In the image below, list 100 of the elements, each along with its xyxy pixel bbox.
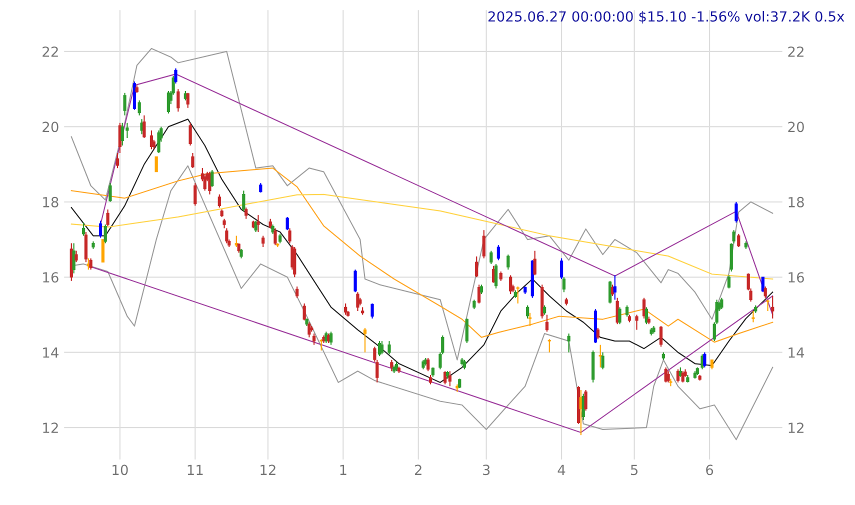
candlestick [562, 276, 566, 293]
candlestick [244, 207, 248, 220]
candlestick [278, 233, 282, 244]
y2-tick-label: 20 [788, 122, 804, 132]
y2-tick-label: 16 [788, 272, 804, 283]
candlestick [388, 340, 391, 355]
x-tick-label: 12 [260, 464, 276, 475]
candlestick [659, 325, 663, 348]
candlestick [618, 306, 622, 325]
candlestick [528, 312, 532, 327]
candlestick [188, 122, 192, 146]
candlestick [465, 318, 468, 344]
candlestick [752, 310, 755, 323]
candlestick [222, 218, 226, 229]
candlestick [737, 233, 740, 248]
candlestick [312, 333, 316, 346]
candlestick [703, 352, 706, 368]
candlestick [302, 302, 306, 321]
candlestick [625, 304, 629, 318]
candlestick [286, 216, 289, 231]
line-series [70, 118, 774, 384]
candlestick [308, 322, 311, 338]
candlestick [727, 274, 731, 289]
x-tick-label: 6 [706, 464, 714, 476]
candlestick [295, 286, 299, 298]
candlestick [123, 92, 126, 116]
candlestick [363, 327, 367, 353]
candlestick [560, 258, 564, 280]
x-tick-label: 11 [188, 464, 203, 475]
candlestick [89, 258, 92, 270]
candlestick [506, 254, 510, 270]
candlestick [101, 239, 105, 262]
y-tick-label: 18 [43, 196, 58, 208]
candlestick [271, 224, 274, 234]
x-tick-label: 1 [340, 464, 346, 475]
candlestick [444, 370, 447, 385]
candlestick [166, 90, 170, 114]
candlestick [482, 230, 486, 259]
candlestick [458, 378, 462, 389]
candlestick [108, 182, 112, 202]
candlestick [262, 235, 265, 248]
candlestick [74, 250, 78, 263]
candlestick [106, 208, 110, 227]
line-series [70, 48, 774, 360]
candlestick [598, 344, 602, 368]
candlestick [288, 228, 292, 244]
candlestick [428, 374, 432, 385]
y2-tick-label: 22 [788, 46, 804, 57]
candlestick [766, 299, 770, 312]
candlestick [116, 152, 120, 169]
candlestick [268, 218, 272, 229]
candlestick [666, 370, 670, 384]
candlestick [613, 274, 616, 300]
candlestick [545, 314, 549, 332]
candlestick [370, 302, 374, 320]
y2-tick-label: 14 [788, 348, 804, 358]
y-tick-label: 22 [42, 46, 58, 57]
candlestick [194, 182, 197, 206]
candlestick [761, 276, 764, 293]
candlestick [354, 269, 357, 293]
y-tick-label: 14 [43, 348, 58, 358]
candlestick [764, 286, 767, 298]
candlestick [218, 194, 221, 208]
x-tick-label: 2 [414, 464, 422, 475]
candlestick [176, 88, 180, 112]
candlestick [431, 366, 434, 378]
x-tick-label: 4 [558, 464, 566, 475]
candlestick [732, 230, 736, 244]
candlestick [475, 256, 478, 278]
candlestick [242, 190, 246, 212]
candlestick [509, 274, 512, 295]
candlestick [490, 250, 493, 265]
candlestick [344, 302, 348, 316]
candlestick [174, 68, 178, 84]
x-tick-label: 10 [112, 464, 128, 476]
candlestick [669, 378, 672, 387]
candlestick [601, 352, 604, 370]
candlestick [771, 295, 774, 320]
candlestick [448, 370, 452, 387]
candlestick [526, 304, 530, 320]
candlestick [390, 359, 394, 372]
candlestick [138, 100, 141, 116]
candlestick [567, 333, 570, 353]
candlestick [274, 228, 277, 246]
candlestick [710, 359, 714, 370]
line-series [70, 194, 774, 280]
chart-title: 2025.06.27 00:00:00 $15.10 -1.56% vol:37.2K 0.5x [488, 10, 844, 24]
x-tick-label: 3 [482, 464, 490, 476]
candlestick [329, 331, 333, 346]
candlestick [254, 220, 258, 233]
candlestick [422, 359, 425, 370]
candlestick [426, 357, 430, 372]
candlestick [98, 220, 102, 238]
candlestick [82, 222, 86, 236]
candlestick [157, 130, 160, 154]
y-tick-label: 12 [43, 422, 58, 433]
candlestick [240, 248, 243, 259]
candlestick [499, 270, 502, 282]
candlestick [734, 201, 738, 224]
candlestick [210, 169, 214, 188]
